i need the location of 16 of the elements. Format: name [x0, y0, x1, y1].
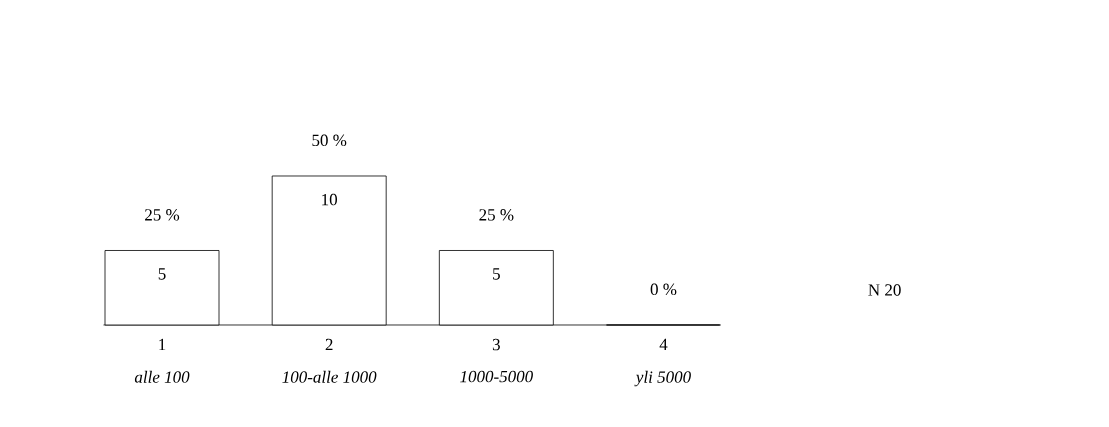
- x-tick-label: 2: [325, 338, 333, 351]
- x-tick-label: 1: [159, 338, 166, 351]
- annotation: 25 %: [479, 209, 514, 221]
- data-label: 10: [322, 193, 338, 206]
- x-tick-label: 3: [492, 338, 500, 351]
- data-label: 5: [158, 268, 166, 280]
- text: alle 100: [134, 370, 190, 383]
- annotation: 25 %: [145, 209, 180, 221]
- text: yli 5000: [634, 370, 691, 387]
- text: N 20: [868, 284, 901, 296]
- text: 100-alle 1000: [282, 370, 377, 383]
- annotation: 0 %: [650, 283, 677, 296]
- annotation: 50 %: [312, 134, 347, 147]
- text: 1000-5000: [460, 370, 533, 383]
- data-label: 5: [493, 268, 500, 280]
- x-tick-label: 4: [659, 338, 668, 351]
